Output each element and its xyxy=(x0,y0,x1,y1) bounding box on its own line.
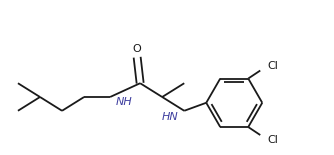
Text: O: O xyxy=(133,44,142,54)
Text: Cl: Cl xyxy=(267,61,278,71)
Text: Cl: Cl xyxy=(267,135,278,145)
Text: NH: NH xyxy=(116,97,133,107)
Text: HN: HN xyxy=(162,112,178,122)
